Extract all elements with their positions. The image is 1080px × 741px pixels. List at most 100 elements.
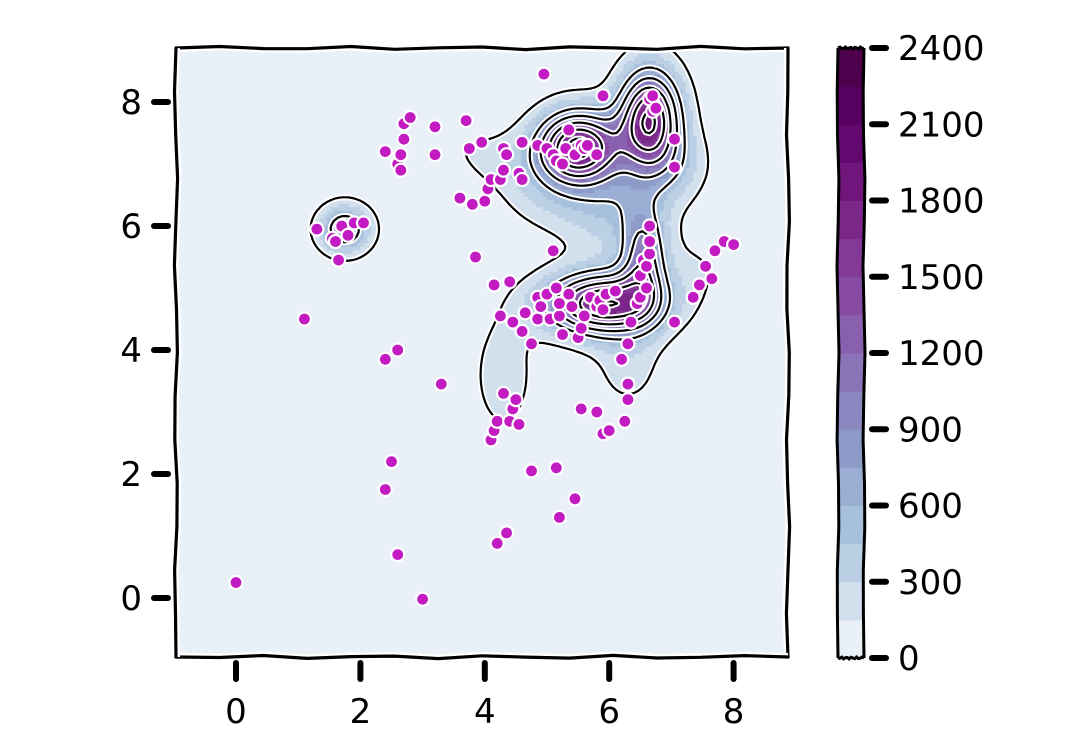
scatter-point [697,258,714,274]
colorbar-band [838,581,864,621]
colorbar-band [838,238,864,278]
scatter-point [340,227,356,243]
scatter-point [601,423,617,439]
colorbar-tick-label: 2100 [898,105,985,145]
plot-border [174,653,790,661]
scatter-point [620,392,636,408]
y-tick-label: 2 [120,455,142,495]
scatter-point [489,413,505,429]
scatter-point [595,88,611,104]
scatter-point [492,308,508,324]
scatter-point [427,147,443,163]
scatter-point [296,311,312,327]
y-tick-label: 6 [120,207,142,247]
scatter-point [377,144,393,160]
x-tick-label: 2 [350,692,372,732]
y-tick-label: 0 [120,579,142,619]
scatter-point [393,147,409,163]
scatter-point [390,546,406,563]
scatter-point [489,535,505,552]
colorbar-tick-label: 600 [898,487,963,527]
colorbar-tick-label: 300 [898,563,963,603]
scatter-point [514,171,530,188]
scatter-point [617,413,633,429]
scatter-point [561,286,577,302]
scatter-point [595,302,611,318]
scatter-point [666,131,683,147]
scatter-point [725,237,742,253]
scatter-point [415,591,431,607]
scatter-point [638,258,655,274]
scatter-point [564,299,580,315]
scatter-point [533,299,549,315]
x-tick-label: 4 [474,692,496,732]
scatter-point [383,454,400,470]
scatter-point [327,233,344,250]
scatter-point [514,323,530,339]
colorbar-band [838,86,864,125]
scatter-point [402,109,418,126]
scatter-point [638,280,655,296]
scatter-point [548,280,564,296]
scatter-point [623,314,639,330]
scatter-point [355,215,372,231]
scatter-point [666,159,683,175]
scatter-point [390,342,406,358]
colorbar-band [838,467,864,506]
scatter-point [589,404,605,420]
scatter-point [554,156,571,172]
scatter-point [648,100,664,116]
scatter-point [495,162,512,178]
scatter-point [508,392,524,408]
colorbar-band [838,543,864,583]
scatter-point [427,119,443,135]
scatter-point [377,351,393,367]
scatter-point [511,416,527,432]
scatter-point [536,66,552,82]
y-axis: 0 2 4 6 8 [120,83,171,619]
scatter-point [461,140,477,157]
scatter-point [474,134,490,150]
scatter-point [523,336,540,352]
scatter-point [393,162,409,178]
scatter-point [331,252,347,268]
x-axis: 0 2 4 6 8 [225,660,744,732]
scatter-point [641,218,658,234]
scatter-point [545,243,561,259]
scatter-point [645,88,661,104]
scatter-point [517,305,533,321]
colorbar-tick-label: 900 [898,410,963,450]
plot-frame [170,42,794,663]
colorbar-tick-label: 1500 [898,258,985,298]
scatter-point [620,336,636,352]
scatter-point [523,463,540,479]
scatter-point [495,385,512,401]
scatter-point [685,289,701,305]
scatter-point [641,233,658,250]
colorbar-tick-label: 0 [898,639,920,679]
scatter-point [505,314,521,330]
colorbar-band [838,162,864,201]
scatter-point [576,308,592,324]
colorbar-band [838,619,864,659]
scatter-point [477,193,493,209]
scatter-points [228,66,742,607]
x-tick-label: 0 [225,692,247,732]
scatter-point [707,243,723,259]
scatter-point [396,131,412,147]
colorbar-band [838,391,864,430]
scatter-point [573,320,589,336]
colorbar-band [838,314,864,354]
y-tick-label: 8 [120,83,142,123]
scatter-point [467,249,484,265]
colorbar-band [838,429,864,468]
scatter-point [548,460,564,476]
scatter-point [502,274,518,290]
scatter-point [641,246,658,262]
x-tick-label: 6 [598,692,620,732]
scatter-point [514,134,530,150]
scatter-point [620,376,636,392]
scatter-point [607,283,624,299]
